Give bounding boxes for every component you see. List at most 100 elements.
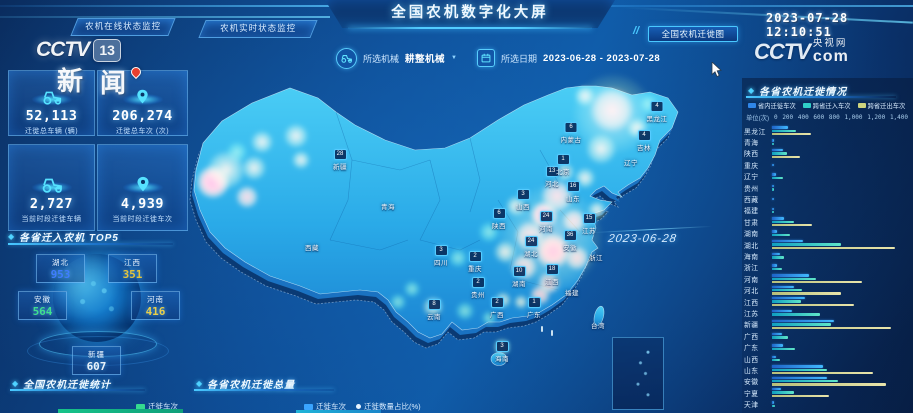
map-province-label: 18 江西 [545,264,559,286]
heat-blob [627,118,647,138]
heat-blob [494,241,516,263]
diamond-icon: ◆ [748,86,755,95]
date-range-value[interactable]: 2023-06-28 - 2023-07-28 [543,52,661,64]
map-province-label: 台湾 [591,323,605,330]
province-bars [772,126,913,136]
heat-blob [482,311,496,325]
heat-blob [511,254,537,280]
province-row: 海南 [744,250,913,261]
bar-inbound [772,220,794,224]
date-filter-label: 所选日期 [500,53,537,64]
province-bars [772,332,913,339]
tab-realtime-status-label: 农机实时状态监控 [220,23,297,33]
migration-panel-title: 各省农机迁徙情况 [759,87,848,98]
province-name: 天津 [744,402,759,410]
heat-blob [207,151,245,189]
map-province-badge: 2 [471,277,485,288]
heat-blob [292,151,310,169]
province-bars [772,296,913,307]
province-row: 贵州 [744,182,913,193]
province-name: 甘肃 [744,219,759,227]
map-province-label: 福建 [565,290,579,297]
migration-map-button[interactable]: // 全国农机迁徙图 [633,25,738,42]
axis-tick: 0 [774,114,778,121]
bar-inbound [772,300,802,303]
cctv-watermark-cn: 央视网 [812,38,848,50]
province-name: 安徽 [744,379,759,387]
coast-islands [541,326,553,336]
bar-inbound [772,233,791,237]
map-province-badge: 8 [427,299,441,310]
bar-inbound [772,256,784,259]
map-province-badge: 1 [527,297,541,308]
province-bars [772,184,913,191]
diamond-icon: ◆ [196,379,203,388]
machine-filter-value[interactable]: 耕整机械 [405,54,446,65]
map-province-badge: 13 [545,166,559,177]
bar-inbound [772,380,838,383]
province-row: 山西 [744,353,913,364]
map-land [193,85,679,339]
bar-inbound [772,336,788,339]
stat-value: 206,274 [112,108,173,124]
tab-online-status[interactable]: 农机在线状态监控 [70,18,176,36]
location-pin-icon [98,75,187,105]
province-bars [772,376,913,386]
province-bars [772,264,913,271]
axis-tick: 1,200 [867,114,886,121]
chevron-down-icon[interactable]: ▼ [451,55,457,61]
map-province-label: 4 黑龙江 [646,101,668,123]
heat-blob [562,209,586,233]
bar-outbound [772,132,812,136]
heat-blob [494,339,510,355]
heat-blob [556,163,574,181]
province-bars [772,139,913,145]
bar-internal [772,163,774,167]
map-province-label: 28 新疆 [333,149,347,171]
heat-blob [479,222,499,242]
map-province-label: 1 广东 [527,297,541,319]
heat-blob [573,74,653,154]
province-name: 湖北 [744,242,759,250]
bar-internal [772,173,777,176]
map-province-badge: 36 [563,230,577,241]
map-province-label: 6 陕西 [492,208,506,230]
map-province-label: 24 湖北 [524,236,538,258]
bar-internal [772,148,783,152]
axis-unit-label: 单位(次) [746,115,770,122]
bar-internal [772,355,776,358]
legend-label: 迁徙数量占比(%) [364,402,421,411]
bar-internal [772,401,774,404]
map-province-badge: 10 [512,266,526,277]
province-row: 宁夏 [744,387,913,398]
bar-internal [772,274,809,277]
province-name: 辽宁 [744,174,759,182]
map-province-badge: 2 [490,297,504,308]
bar-internal [772,365,824,368]
top5-province: 河南 [147,294,164,304]
province-bars [772,310,913,316]
axis-tick: 600 [813,114,825,121]
stat-card-total-trips: 206,274 迁徙总车次 (次) [97,70,188,136]
map-province-label: 36 安徽 [563,230,577,252]
bar-inbound [772,210,774,214]
province-total-underline [194,389,334,391]
map-province-label: 8 云南 [427,299,441,321]
heat-blob [536,234,570,268]
tab-realtime-status[interactable]: 农机实时状态监控 [198,20,318,38]
province-bars [772,388,913,398]
bar-inbound [772,267,783,271]
bar-internal [772,253,781,256]
province-row: 陕西 [744,148,913,159]
bar-outbound [772,372,873,375]
map-province-badge: 4 [650,101,664,112]
province-name: 广西 [744,333,759,341]
bottom-chart-strip-left [58,409,183,413]
province-bars [772,207,913,214]
province-row: 湖北 [744,239,913,250]
heat-blob [449,249,467,267]
page-title: 全国农机数字化大屏 [391,5,549,21]
legend-label: 迁徙车次 [316,402,346,411]
province-name: 江苏 [744,310,759,318]
